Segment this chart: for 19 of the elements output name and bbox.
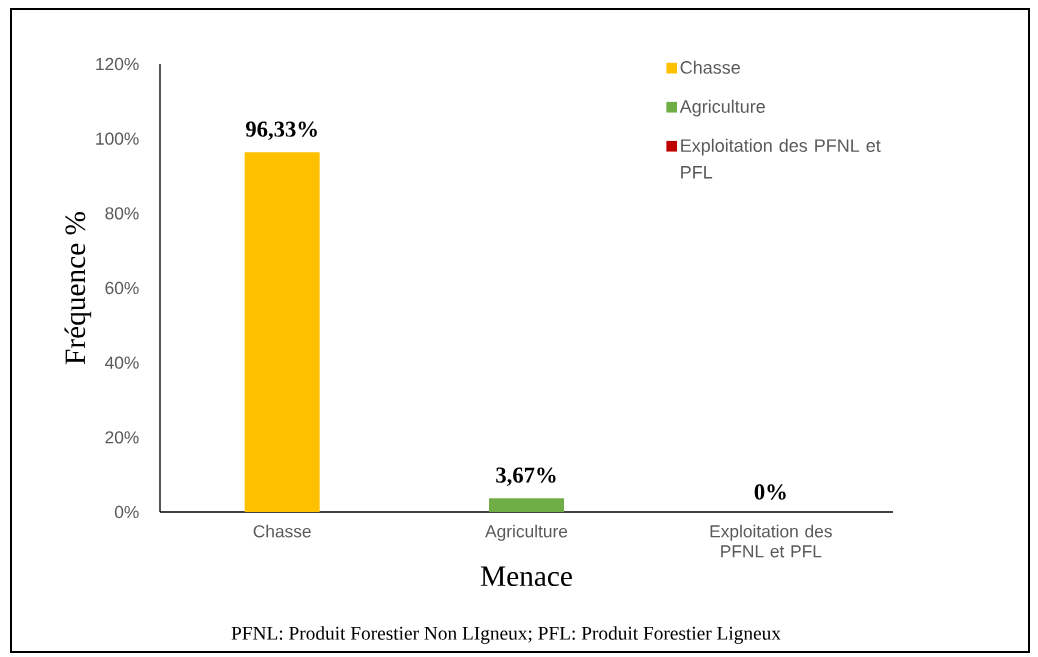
legend-label: Chasse xyxy=(680,60,740,74)
y-tick-label: 0% xyxy=(114,505,139,519)
x-axis-title: Menace xyxy=(480,566,572,587)
y-tick-label: 40% xyxy=(105,356,139,369)
y-tick-label: 60% xyxy=(105,281,139,295)
data-label: 3,67% xyxy=(496,467,556,487)
y-tick-label: 20% xyxy=(105,431,139,444)
x-tick-label: Agriculture xyxy=(485,524,568,541)
data-label: 96,33% xyxy=(245,121,317,141)
x-tick-label: Exploitation des PFNL et PFL xyxy=(710,524,832,558)
x-tick-label: Chasse xyxy=(253,524,311,538)
y-axis-title: Fréquence % xyxy=(64,212,92,365)
text: PFNL: Produit Forestier Non LIgneux; PFL: Produit Forestier Ligneux xyxy=(231,626,781,644)
y-tick-label: 80% xyxy=(105,207,139,220)
legend-label: Agriculture xyxy=(679,99,765,117)
y-tick-label: 100% xyxy=(96,132,139,145)
y-tick-label: 120% xyxy=(96,57,139,71)
data-label: 0% xyxy=(754,484,786,500)
legend-label: Exploitation des PFNL et PFL xyxy=(681,138,881,179)
